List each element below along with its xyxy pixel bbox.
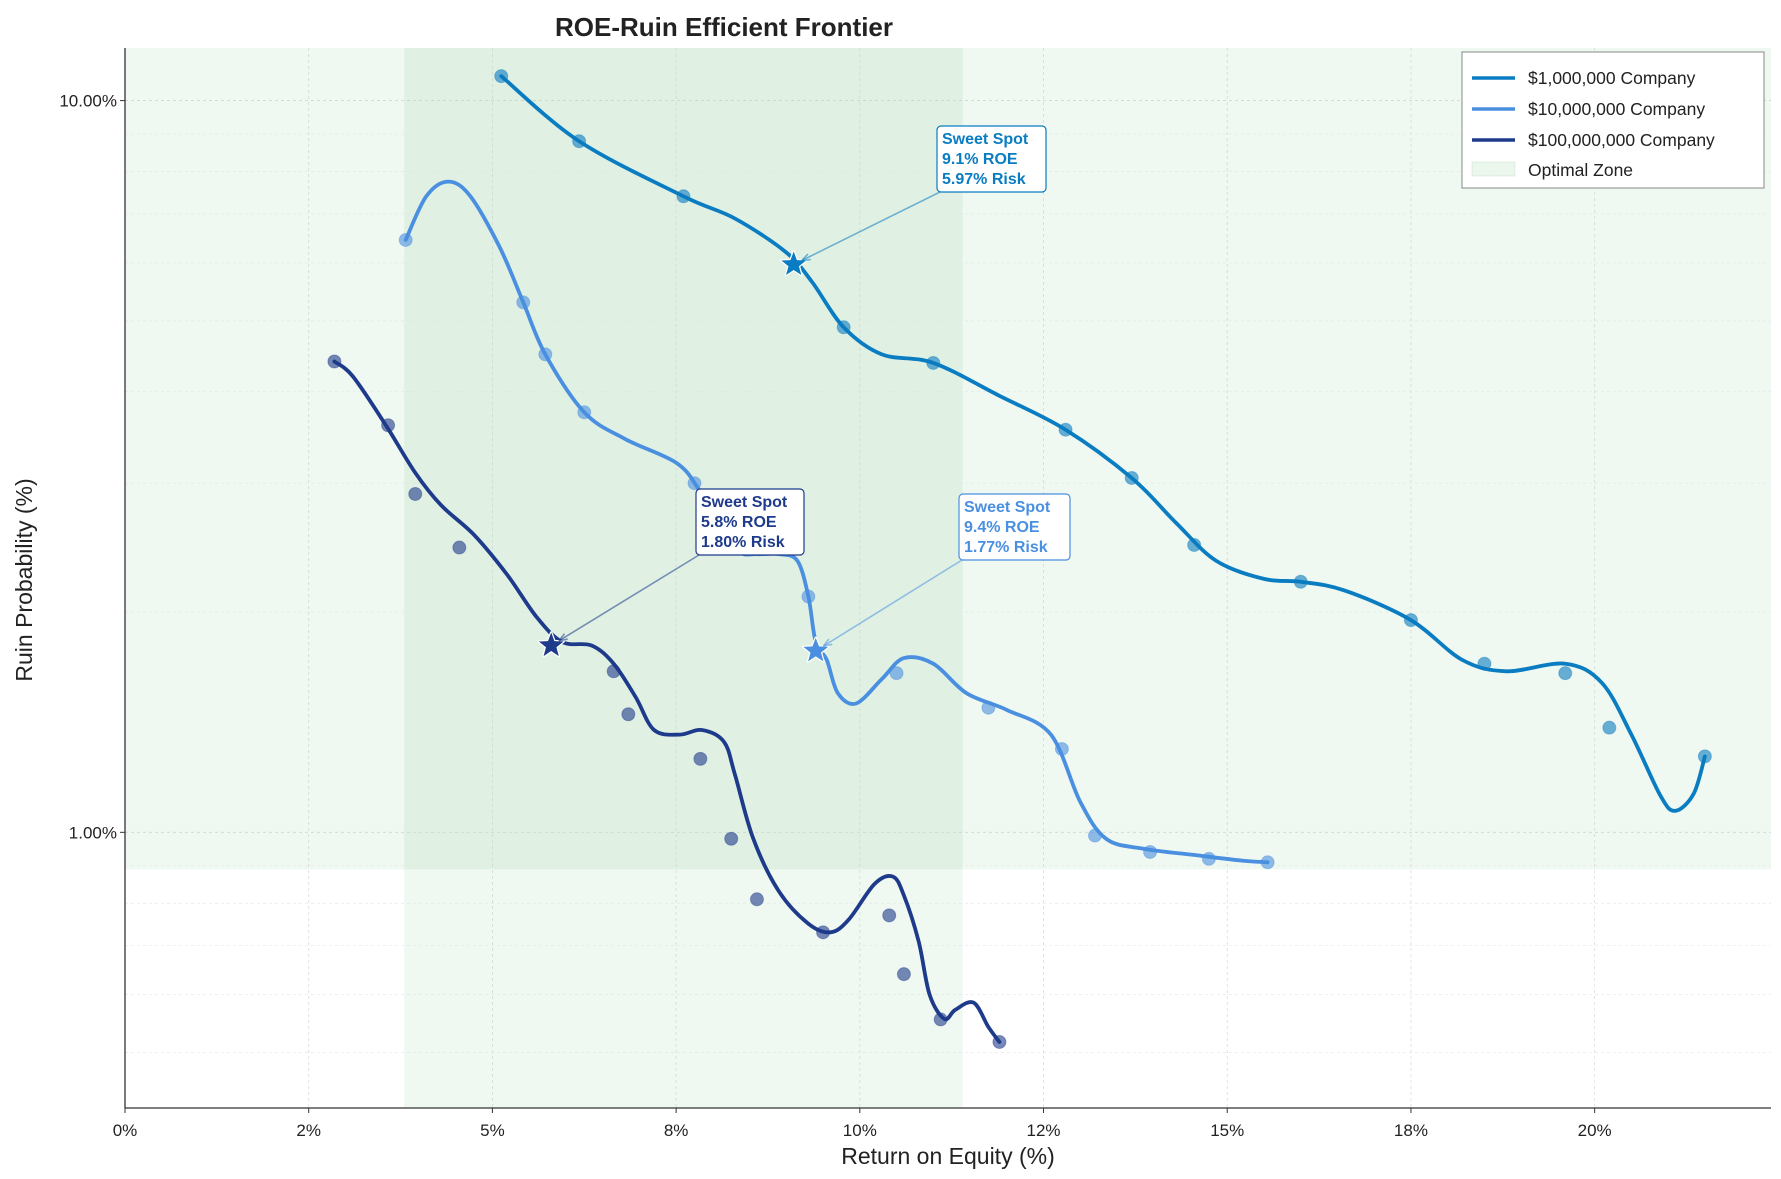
sweet-spot-annotation-1m: Sweet Spot 9.1% ROE 5.97% Risk	[801, 125, 1047, 262]
legend-label-10m: $10,000,000 Company	[1528, 99, 1705, 119]
data-point-1m	[572, 134, 587, 149]
annotation-risk: 1.80% Risk	[701, 534, 785, 551]
annotation-box	[958, 493, 1071, 561]
optimal-zone-roe-band	[404, 48, 963, 1108]
annotation-title: Sweet Spot	[701, 494, 788, 511]
data-point-100m	[896, 967, 911, 982]
data-point-10m	[398, 232, 413, 247]
annotation-risk: 5.97% Risk	[942, 171, 1026, 188]
series-line-1m	[499, 74, 1707, 813]
annotation-roe: 9.1% ROE	[942, 151, 1018, 168]
annotation-roe: 9.4% ROE	[964, 519, 1040, 536]
sweet-spot-star-10m	[802, 636, 830, 663]
annotation-arrowhead	[801, 253, 811, 262]
sweet-spot-star-100m	[537, 631, 565, 658]
data-point-10m	[577, 405, 592, 420]
data-point-10m	[1143, 844, 1158, 859]
data-point-1m	[1187, 537, 1202, 552]
data-point-1m	[494, 69, 509, 84]
y-tick-label: 10.00%	[59, 92, 117, 111]
annotations-layer: Sweet Spot 9.1% ROE 5.97% Risk Sweet Spot 9.…	[558, 125, 1071, 647]
data-point-1m	[1058, 422, 1073, 437]
annotation-arrowhead	[558, 633, 568, 642]
annotation-risk: 1.77% Risk	[964, 539, 1048, 556]
data-point-100m	[933, 1012, 948, 1027]
sweet-spot-annotation-10m: Sweet Spot 9.4% ROE 1.77% Risk	[822, 493, 1071, 647]
data-point-10m	[516, 295, 531, 310]
data-point-1m	[1124, 470, 1139, 485]
data-point-100m	[606, 664, 621, 679]
x-tick-label: 20%	[1578, 1121, 1612, 1140]
data-point-100m	[327, 354, 342, 369]
annotation-arrow	[801, 191, 941, 262]
y-axis-label: Ruin Probability (%)	[11, 478, 37, 681]
data-point-1m	[1293, 574, 1308, 589]
data-point-100m	[816, 925, 831, 940]
y-tick-label: 1.00%	[69, 823, 117, 842]
data-point-100m	[749, 892, 764, 907]
x-tick-label: 10%	[843, 1121, 877, 1140]
chart-title: ROE-Ruin Efficient Frontier	[555, 12, 893, 42]
data-point-100m	[882, 908, 897, 923]
x-tick-label: 8%	[664, 1121, 689, 1140]
sweet-spot-annotation-100m: Sweet Spot 5.8% ROE 1.80% Risk	[558, 488, 805, 642]
data-point-100m	[452, 540, 467, 555]
x-tick-label: 12%	[1027, 1121, 1061, 1140]
data-point-10m	[1087, 828, 1102, 843]
legend-swatch-optimal-zone	[1471, 161, 1516, 177]
annotation-title: Sweet Spot	[942, 131, 1029, 148]
data-point-10m	[981, 700, 996, 715]
x-tick-label: 18%	[1394, 1121, 1428, 1140]
data-point-100m	[621, 707, 636, 722]
legend-label-1m: $1,000,000 Company	[1528, 68, 1696, 88]
x-axis-label: Return on Equity (%)	[841, 1143, 1054, 1169]
data-point-1m	[926, 355, 941, 370]
data-point-1m	[1697, 749, 1712, 764]
legend-label-optimal-zone: Optimal Zone	[1528, 160, 1633, 180]
annotation-title: Sweet Spot	[964, 499, 1051, 516]
ticks-layer: 0% 2% 5% 8% 10% 12% 15% 18% 20% 1.00% 10.00%	[59, 92, 1611, 1140]
series-line-100m	[332, 359, 1002, 1044]
x-tick-label: 5%	[480, 1121, 505, 1140]
legend-frame	[1461, 51, 1765, 189]
data-point-1m	[836, 320, 851, 335]
data-point-10m	[1260, 855, 1275, 870]
data-point-10m	[538, 347, 553, 362]
data-point-100m	[381, 418, 396, 433]
series-100m	[327, 354, 1007, 1049]
optimal-zone-layer	[125, 48, 1771, 1108]
annotation-arrow	[558, 554, 700, 642]
data-point-100m	[992, 1034, 1007, 1049]
x-tick-label: 0%	[113, 1121, 138, 1140]
legend: $1,000,000 Company $10,000,000 Company $…	[1461, 51, 1765, 189]
annotation-box	[695, 488, 805, 556]
data-point-1m	[1477, 656, 1492, 671]
data-point-1m	[676, 189, 691, 204]
annotation-box	[936, 125, 1047, 193]
data-point-10m	[889, 666, 904, 681]
x-tick-label: 15%	[1210, 1121, 1244, 1140]
data-point-10m	[687, 476, 702, 491]
annotation-roe: 5.8% ROE	[701, 514, 777, 531]
data-point-10m	[801, 589, 816, 604]
axes-layer	[124, 48, 1771, 1109]
series-layer	[327, 69, 1712, 1049]
data-point-1m	[1558, 666, 1573, 681]
data-point-100m	[693, 751, 708, 766]
annotation-arrowhead	[822, 638, 833, 647]
series-1m	[494, 69, 1712, 813]
data-point-100m	[408, 486, 423, 501]
data-point-10m	[1054, 741, 1069, 756]
data-point-10m	[1201, 851, 1216, 866]
data-point-1m	[1403, 613, 1418, 628]
series-10m	[398, 179, 1275, 870]
legend-label-100m: $100,000,000 Company	[1528, 130, 1715, 150]
data-point-100m	[724, 831, 739, 846]
data-point-1m	[1602, 720, 1617, 735]
x-tick-label: 2%	[296, 1121, 321, 1140]
annotation-arrow	[822, 559, 963, 647]
